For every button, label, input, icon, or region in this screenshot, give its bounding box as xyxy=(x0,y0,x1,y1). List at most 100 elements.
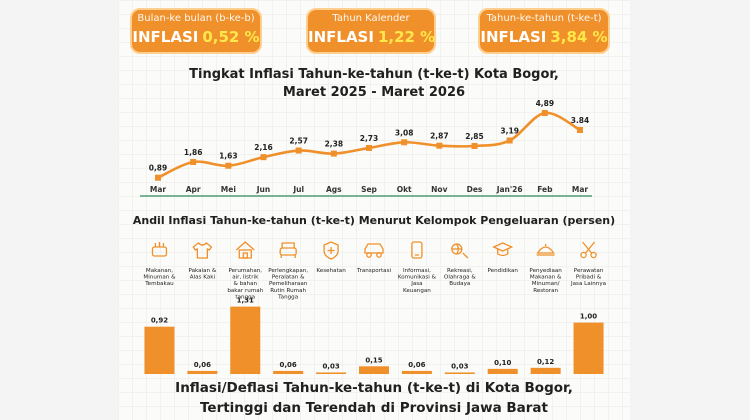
x-tick-label: Feb xyxy=(537,185,553,194)
bar-value-label: 0,06 xyxy=(280,361,297,369)
category-label: Informasi, Komunikasi & Jasa Keuangan xyxy=(398,268,437,294)
bar-chart-title: Andil Inflasi Tahun-ke-tahun (t-ke-t) Me… xyxy=(132,214,616,227)
data-label: 0,89 xyxy=(149,164,168,173)
category-label: Makanan, Minuman & Tembakau xyxy=(143,268,176,287)
data-point xyxy=(506,137,513,144)
badge-value: INFLASI 0,52 % xyxy=(132,27,260,47)
data-point xyxy=(225,162,232,169)
category-label: Rekreasi, Olahraga & Budaya xyxy=(444,268,476,287)
bar xyxy=(316,372,347,374)
phone-icon xyxy=(411,241,423,259)
bar xyxy=(573,322,604,374)
data-point xyxy=(366,144,372,151)
bar xyxy=(444,372,475,374)
bar-value-label: 0,12 xyxy=(537,358,554,366)
x-tick-label: Mar xyxy=(572,185,589,194)
badge-value: INFLASI 1,22 % xyxy=(308,27,436,47)
food-icon xyxy=(151,242,168,257)
x-tick-label: Nov xyxy=(431,185,447,194)
footer-title: Inflasi/Deflasi Tahun-ke-tahun (t-ke-t) … xyxy=(118,378,630,418)
x-tick-label: Okt xyxy=(397,185,412,194)
bar-chart: Makanan, Minuman & Tembakau 0,92 Pakaian & Al… xyxy=(143,241,606,374)
data-label: 1,86 xyxy=(184,148,203,157)
line-chart-title: Tingkat Inflasi Tahun-ke-tahun (t-ke-t) … xyxy=(118,66,630,102)
badge-value: INFLASI 3,84 % xyxy=(480,27,608,47)
data-label: 3.84 xyxy=(571,116,590,125)
infographic-card: Bulan-ke bulan (b-ke-b) INFLASI 0,52 % Ta… xyxy=(118,0,630,420)
bar xyxy=(273,370,304,374)
data-label: 4,89 xyxy=(536,99,555,108)
car-icon xyxy=(364,243,384,258)
scissors-icon xyxy=(580,241,597,259)
x-tick-label: Apr xyxy=(186,185,201,194)
data-point xyxy=(541,110,548,117)
bar xyxy=(487,368,518,374)
data-point xyxy=(577,126,583,133)
badge-number: 0,52 % xyxy=(202,28,260,46)
restaurant-icon xyxy=(536,244,555,256)
data-label: 2,38 xyxy=(325,140,344,149)
bar-value-label: 1,31 xyxy=(237,297,254,305)
house-icon xyxy=(235,241,255,259)
data-label: 3,19 xyxy=(500,127,519,136)
badge-label: Bulan-ke bulan (b-ke-b) xyxy=(137,13,255,24)
category-label: Transportasi xyxy=(356,268,392,274)
footer-title-line2: Tertinggi dan Terendah di Provinsi Jawa … xyxy=(200,400,548,416)
data-label: 2,57 xyxy=(289,137,308,146)
x-tick-label: Jan'26 xyxy=(496,185,523,194)
x-tick-label: Ags xyxy=(326,185,342,194)
x-tick-label: Sep xyxy=(361,185,377,194)
data-point xyxy=(260,154,267,161)
category-label: Pendidikan xyxy=(487,268,518,274)
badge-label: Tahun Kalender xyxy=(332,13,410,24)
badge-number: 1,22 % xyxy=(377,28,436,46)
bar xyxy=(230,306,261,374)
data-label: 2,73 xyxy=(360,134,379,143)
data-label: 2,87 xyxy=(430,132,449,141)
bar-value-label: 0,06 xyxy=(408,361,425,369)
grid-background xyxy=(118,0,630,420)
bar-value-label: 1,00 xyxy=(580,313,597,321)
bar-value-label: 0,15 xyxy=(365,356,382,364)
education-icon xyxy=(492,242,514,257)
category-label: Perumahan, air, listrik & bahan bakar rumah… xyxy=(227,268,263,300)
x-tick-label: Mei xyxy=(221,185,236,194)
badge-month-to-month: Bulan-ke bulan (b-ke-b) INFLASI 0,52 % xyxy=(130,8,262,54)
category-label: Penyediaan Makanan & Minuman/Restoran xyxy=(529,268,562,294)
recreation-icon xyxy=(451,243,469,259)
x-tick-label: Des xyxy=(467,185,483,194)
data-point xyxy=(190,159,197,166)
data-label: 1,63 xyxy=(219,152,238,161)
x-tick-label: Jul xyxy=(292,185,304,194)
category-label: Perlengkapan, Peralatan & Pemeliharaan Ruti… xyxy=(268,268,308,300)
health-shield-icon xyxy=(323,241,339,260)
shirt-icon xyxy=(192,242,213,259)
data-label: 2,85 xyxy=(465,132,484,141)
badge-number: 3,84 % xyxy=(550,28,608,46)
line-chart-title-line1: Tingkat Inflasi Tahun-ke-tahun (t-ke-t) … xyxy=(189,67,559,82)
category-label: Kesehatan xyxy=(316,268,346,274)
category-label: Pakaian & Alas Kaki xyxy=(188,268,216,281)
line-chart-title-line2: Maret 2025 - Maret 2026 xyxy=(282,85,466,100)
data-point xyxy=(295,147,302,154)
data-point xyxy=(401,139,408,146)
data-point xyxy=(471,143,478,149)
x-tick-label: Jun xyxy=(256,185,270,194)
bar-value-label: 0,03 xyxy=(451,362,468,370)
bar xyxy=(530,367,561,374)
bar-value-label: 0,03 xyxy=(322,362,339,370)
bar-value-label: 0,10 xyxy=(494,359,511,367)
data-point xyxy=(330,150,337,157)
badge-label: Tahun-ke-tahun (t-ke-t) xyxy=(486,13,602,24)
badge-prefix: INFLASI xyxy=(132,28,199,46)
badge-prefix: INFLASI xyxy=(308,28,374,46)
data-point xyxy=(436,142,443,149)
badge-year-on-year: Tahun-ke-tahun (t-ke-t) INFLASI 3,84 % xyxy=(478,8,610,54)
category-label: Perawatan Pribadi & Jasa Lainnya xyxy=(570,268,606,287)
bar xyxy=(401,370,432,374)
bar xyxy=(359,366,389,374)
furniture-icon xyxy=(279,242,297,258)
bar-value-label: 0,06 xyxy=(194,361,211,369)
badge-prefix: INFLASI xyxy=(480,28,547,46)
bar xyxy=(144,326,175,374)
